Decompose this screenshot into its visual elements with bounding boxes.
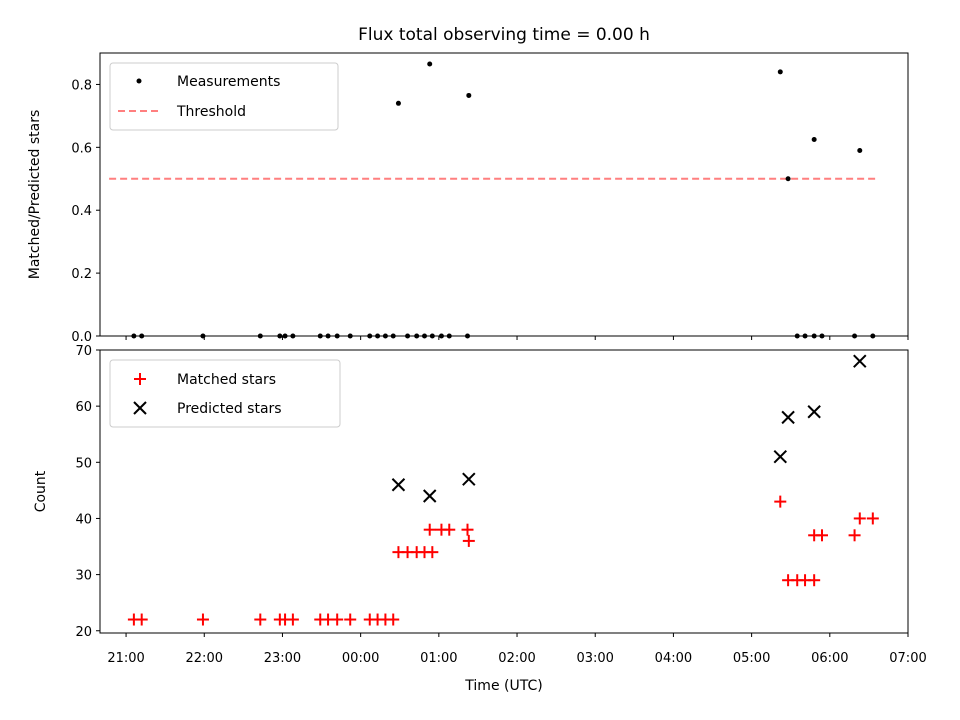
matched-stars-point bbox=[331, 613, 344, 626]
legend-predicted-label: Predicted stars bbox=[177, 401, 282, 417]
bottom-y-ticks: 20 30 40 50 60 70 bbox=[75, 344, 100, 640]
bottom-y-tick-label: 50 bbox=[75, 456, 92, 471]
legend-measurements-marker bbox=[136, 78, 142, 84]
matched-stars-point bbox=[443, 523, 456, 536]
measurement-point bbox=[857, 147, 863, 153]
measurement-point bbox=[466, 92, 472, 98]
x-axis-label: Time (UTC) bbox=[464, 678, 542, 694]
x-tick-label: 02:00 bbox=[498, 651, 535, 666]
predicted-stars-point bbox=[807, 405, 821, 419]
matched-stars-point bbox=[426, 546, 439, 559]
top-y-tick-label: 0.8 bbox=[71, 78, 92, 93]
matched-stars-point bbox=[196, 613, 209, 626]
x-tick-label: 03:00 bbox=[576, 651, 613, 666]
predicted-stars-point bbox=[853, 354, 867, 368]
top-axes: 0.00.20.40.60.8 Matched/Predicted stars … bbox=[27, 52, 909, 345]
x-tick-label: 06:00 bbox=[811, 651, 848, 666]
bottom-y-tick-label: 30 bbox=[75, 569, 92, 584]
predicted-stars-point bbox=[773, 449, 787, 464]
matched-stars-point bbox=[135, 613, 148, 626]
bottom-axes-frame bbox=[99, 349, 909, 634]
top-y-tick-label: 0.6 bbox=[71, 141, 92, 156]
x-tick-label: 23:00 bbox=[264, 651, 301, 666]
top-legend-frame bbox=[109, 62, 339, 131]
top-y-tick-label: 0.0 bbox=[71, 330, 92, 345]
top-legend: Measurements Threshold bbox=[109, 62, 339, 131]
bottom-y-tick-label: 20 bbox=[75, 625, 92, 640]
matched-stars-point bbox=[254, 613, 267, 626]
matched-stars-point bbox=[286, 613, 299, 626]
x-tick-label: 05:00 bbox=[733, 651, 770, 666]
bottom-legend-frame bbox=[109, 359, 341, 428]
measurement-point bbox=[777, 69, 783, 75]
matched-stars-point bbox=[815, 529, 828, 542]
matched-stars-point bbox=[866, 512, 879, 525]
bottom-x-ticks: 21:00 22:00 23:00 00:00 01:00 02:00 03:00 04:00… bbox=[107, 633, 927, 666]
top-axes-frame bbox=[99, 52, 909, 337]
bottom-y-tick-label: 70 bbox=[75, 344, 92, 359]
top-x-ticks bbox=[125, 336, 909, 340]
legend-threshold-label: Threshold bbox=[176, 104, 246, 120]
matched-stars-point bbox=[461, 523, 474, 536]
top-y-ticks: 0.0 0.2 0.4 0.6 0.8 bbox=[71, 78, 100, 345]
legend-matched-label: Matched stars bbox=[177, 372, 276, 388]
bottom-plot-area bbox=[127, 354, 879, 626]
x-tick-label: 22:00 bbox=[186, 651, 223, 666]
x-tick-label: 07:00 bbox=[889, 651, 926, 666]
matched-stars-point bbox=[462, 534, 475, 547]
matched-stars-point bbox=[853, 512, 866, 525]
predicted-stars-point bbox=[423, 489, 437, 503]
bottom-legend: Matched stars Predicted stars bbox=[109, 359, 341, 428]
x-tick-label: 04:00 bbox=[655, 651, 692, 666]
matched-stars-point bbox=[808, 574, 821, 587]
measurement-point bbox=[427, 61, 433, 67]
x-tick-label: 21:00 bbox=[107, 651, 144, 666]
legend-measurements-label: Measurements bbox=[177, 74, 280, 90]
bottom-y-tick-label: 40 bbox=[75, 512, 92, 527]
legend-predicted-marker bbox=[133, 401, 147, 415]
measurement-point bbox=[785, 176, 791, 182]
legend-matched-marker bbox=[134, 373, 146, 385]
chart-title: Flux total observing time = 0.00 h bbox=[358, 25, 650, 45]
top-y-tick-label: 0.4 bbox=[71, 204, 92, 219]
x-tick-label: 00:00 bbox=[342, 651, 379, 666]
predicted-stars-point bbox=[391, 478, 406, 492]
predicted-stars-point bbox=[781, 410, 795, 425]
bottom-y-axis-label: Count bbox=[33, 470, 49, 512]
matched-stars-point bbox=[848, 529, 861, 542]
matched-stars-point bbox=[344, 613, 357, 626]
matched-stars-point bbox=[774, 495, 787, 508]
measurement-point bbox=[395, 100, 401, 106]
top-y-tick-label: 0.2 bbox=[71, 267, 92, 282]
measurement-point bbox=[811, 136, 817, 142]
matched-stars-point bbox=[423, 523, 436, 536]
x-tick-label: 01:00 bbox=[420, 651, 457, 666]
top-y-axis-label: Matched/Predicted stars bbox=[27, 110, 43, 280]
predicted-stars-point bbox=[462, 472, 476, 486]
matched-stars-point bbox=[387, 613, 400, 626]
bottom-y-tick-label: 60 bbox=[75, 400, 92, 415]
bottom-axes: 20 30 40 50 60 70 21:00 22:00 23:00 00:00 01:00 02… bbox=[33, 344, 927, 694]
